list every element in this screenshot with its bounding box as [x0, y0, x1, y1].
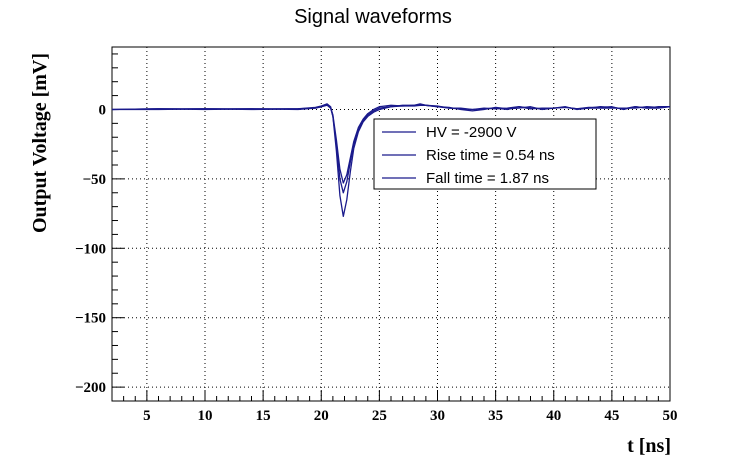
y-axis-tick-labels: 0 −50 −100 −150 −200 [75, 102, 106, 396]
plot-frame [111, 46, 671, 402]
y-tick-label: −200 [75, 380, 106, 396]
legend: HV = -2900 V Rise time = 0.54 ns Fall time… [373, 118, 597, 190]
y-tick-label: 0 [99, 102, 107, 118]
legend-entry: Fall time = 1.87 ns [426, 170, 549, 187]
series-line [111, 103, 671, 184]
y-tick-label: −150 [75, 311, 106, 327]
x-axis-ticks [111, 390, 671, 401]
x-tick-label: 40 [546, 408, 561, 424]
x-tick-label: 20 [314, 408, 329, 424]
y-tick-label: −100 [75, 241, 106, 257]
x-tick-label: 10 [198, 408, 213, 424]
x-tick-label: 30 [430, 408, 445, 424]
legend-entry: HV = -2900 V [426, 124, 516, 141]
x-axis-tick-labels: 5 10 15 20 25 30 35 40 45 50 [143, 408, 677, 424]
x-tick-label: 15 [256, 408, 271, 424]
x-tick-label: 25 [372, 408, 387, 424]
x-axis-label: t [ns] [627, 435, 671, 457]
chart-title: Signal waveforms [294, 6, 452, 28]
grid [112, 47, 671, 401]
legend-entries: HV = -2900 V Rise time = 0.54 ns Fall time… [382, 124, 555, 187]
x-tick-label: 50 [663, 408, 678, 424]
legend-box [373, 118, 597, 190]
y-axis-ticks [112, 53, 124, 388]
legend-entry: Rise time = 0.54 ns [426, 147, 555, 164]
x-tick-label: 45 [604, 408, 619, 424]
series-lines [111, 103, 671, 218]
x-tick-label: 5 [143, 408, 151, 424]
x-tick-label: 35 [488, 408, 503, 424]
y-tick-label: −50 [82, 172, 106, 188]
y-axis-label: Output Voltage [mV] [29, 53, 51, 233]
